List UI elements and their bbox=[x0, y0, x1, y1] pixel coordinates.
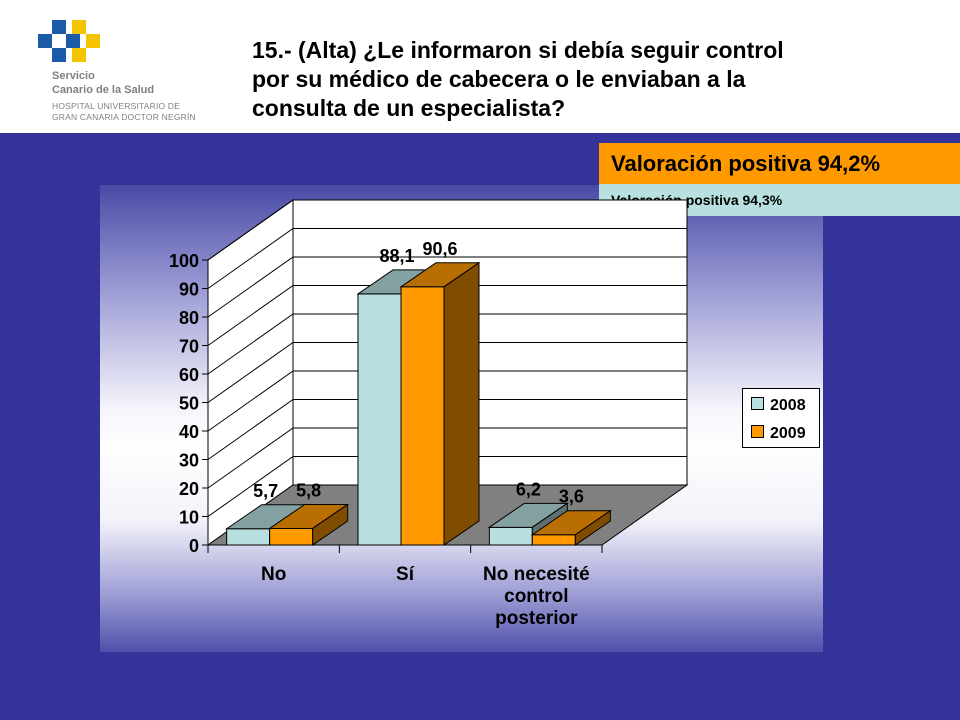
logo-text-hospital: HOSPITAL UNIVERSITARIO DE bbox=[52, 101, 181, 111]
gridline bbox=[207, 199, 687, 261]
servicio-canario-salud-logo bbox=[38, 20, 100, 62]
gridline bbox=[207, 399, 687, 460]
header: Servicio Canario de la Salud HOSPITAL UN… bbox=[0, 0, 960, 133]
gridline bbox=[207, 456, 687, 517]
bar-2009-2 bbox=[530, 509, 612, 546]
y-tick-label: 80 bbox=[179, 308, 199, 328]
data-label: 6,2 bbox=[516, 479, 541, 499]
y-tick-label: 90 bbox=[179, 280, 199, 300]
data-label: 5,7 bbox=[253, 481, 278, 501]
bar-front bbox=[226, 528, 271, 546]
logo-text-canario-de-la-salud: Canario de la Salud bbox=[52, 84, 155, 96]
x-tick-label: posterior bbox=[495, 608, 578, 629]
positive-rating-badge-main: Valoración positiva 94,2% bbox=[599, 143, 960, 184]
bar-front bbox=[269, 527, 314, 546]
y-tick-label: 100 bbox=[169, 251, 199, 271]
y-tick-label: 60 bbox=[179, 365, 199, 385]
data-label: 90,6 bbox=[422, 239, 457, 259]
chart-gridlines bbox=[207, 199, 687, 517]
y-tick-label: 30 bbox=[179, 451, 199, 471]
legend-swatch-2008 bbox=[751, 397, 764, 410]
bar-2009-1 bbox=[399, 261, 481, 546]
bar-side bbox=[443, 261, 480, 546]
chart-bars bbox=[225, 261, 612, 546]
chart-legend: 2008 2009 bbox=[742, 388, 820, 448]
gridline bbox=[207, 228, 687, 289]
bar-front bbox=[357, 293, 402, 546]
title-line: 15.- (Alta) ¿Le informaron si debía segu… bbox=[252, 37, 784, 63]
legend-label: 2009 bbox=[770, 425, 806, 442]
gridline bbox=[207, 427, 687, 489]
y-tick-label: 20 bbox=[179, 479, 199, 499]
legend-swatch-2009 bbox=[751, 425, 764, 438]
bar-2009-0 bbox=[268, 503, 350, 546]
legend-label: 2008 bbox=[770, 397, 806, 414]
legend-item-2009: 2009 bbox=[751, 425, 806, 442]
bar-side bbox=[574, 509, 611, 546]
bar-front bbox=[400, 286, 445, 546]
bar-front bbox=[488, 526, 533, 546]
y-tick-label: 40 bbox=[179, 422, 199, 442]
y-tick-label: 0 bbox=[189, 536, 199, 556]
data-label: 88,1 bbox=[379, 246, 414, 266]
title-line: consulta de un especialista? bbox=[252, 95, 566, 121]
bar-front bbox=[531, 534, 576, 546]
data-label: 3,6 bbox=[559, 487, 584, 507]
data-label: 5,8 bbox=[296, 480, 321, 500]
x-tick-label: control bbox=[504, 586, 568, 607]
logo-text-servicio: Servicio bbox=[52, 70, 95, 82]
gridline bbox=[207, 285, 687, 346]
legend-item-2008: 2008 bbox=[751, 397, 806, 414]
y-tick-label: 10 bbox=[179, 508, 199, 528]
gridline bbox=[207, 342, 687, 403]
bar-2008-2 bbox=[487, 502, 569, 546]
x-tick-label: No necesité bbox=[483, 564, 590, 585]
y-tick-label: 70 bbox=[179, 337, 199, 357]
y-tick-label: 50 bbox=[179, 394, 199, 414]
gridline bbox=[207, 370, 687, 432]
gridline bbox=[207, 256, 687, 318]
title-line: por su médico de cabecera o le enviaban … bbox=[252, 66, 746, 92]
x-tick-label: Sí bbox=[396, 564, 415, 585]
chart-labels: 5,7 5,8 No 88,1 90,6 Sí 6,2 3,6 No necesitécontr… bbox=[253, 239, 590, 629]
x-tick-label: No bbox=[261, 564, 286, 585]
bar-side bbox=[312, 503, 349, 546]
gridline bbox=[207, 313, 687, 375]
logo-text-gran-canaria: GRAN CANARIA DOCTOR NEGRÍN bbox=[52, 112, 196, 122]
page-title: 15.- (Alta) ¿Le informaron si debía segu… bbox=[252, 36, 932, 123]
